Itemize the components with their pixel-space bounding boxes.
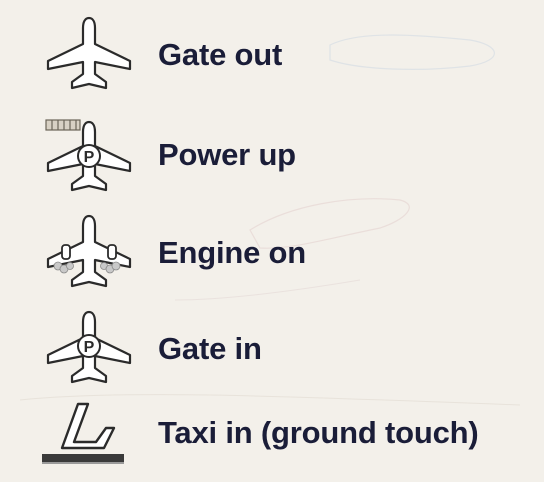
- svg-text:P: P: [84, 149, 95, 166]
- airplane-power-ladder-icon: P: [45, 119, 132, 192]
- legend-row-gate-in: P Gate in: [34, 308, 534, 390]
- legend-label-engine-on: Engine on: [158, 235, 307, 270]
- legend-row-engine-on: Engine on: [34, 212, 534, 294]
- airplane-parking-icon: P: [46, 310, 132, 384]
- legend-row-power-up: P Power up: [34, 114, 534, 196]
- airplane-icon: [46, 16, 132, 90]
- ladder-icon: [45, 119, 81, 131]
- legend-label-gate-in: Gate in: [158, 331, 262, 366]
- legend-row-gate-out: Gate out: [34, 14, 534, 96]
- smoke-icon: [53, 261, 121, 274]
- legend-label-gate-out: Gate out: [158, 37, 283, 72]
- legend-row-taxi-in: Taxi in (ground touch): [34, 392, 534, 474]
- legend-label-taxi-in: Taxi in (ground touch): [158, 415, 479, 450]
- svg-text:P: P: [84, 339, 95, 356]
- takeoff-landing-icon: [42, 402, 124, 464]
- airplane-engine-smoke-icon: [46, 214, 132, 288]
- legend-label-power-up: Power up: [158, 137, 296, 172]
